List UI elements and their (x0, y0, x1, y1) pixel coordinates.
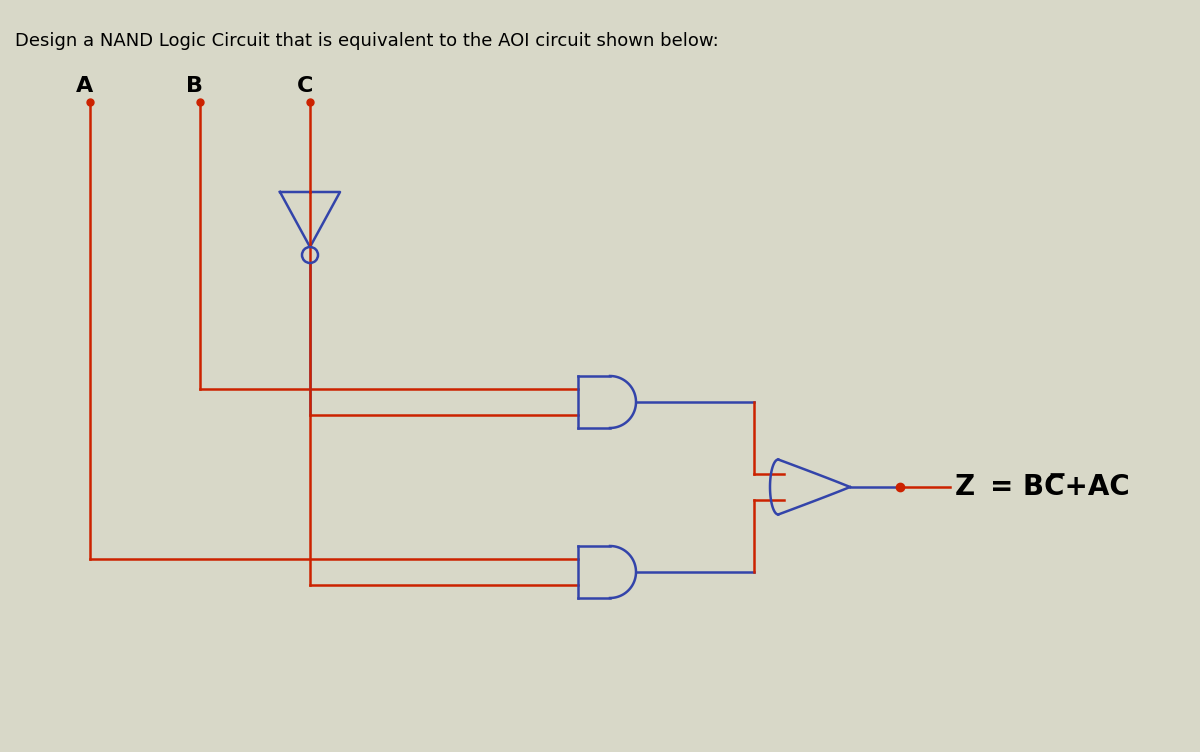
Text: Z: Z (955, 473, 985, 501)
Text: A: A (77, 76, 94, 96)
Text: = BC̅+AC: = BC̅+AC (990, 473, 1129, 501)
Text: B: B (186, 76, 204, 96)
Text: Design a NAND Logic Circuit that is equivalent to the AOI circuit shown below:: Design a NAND Logic Circuit that is equi… (14, 32, 719, 50)
Text: C: C (296, 76, 313, 96)
